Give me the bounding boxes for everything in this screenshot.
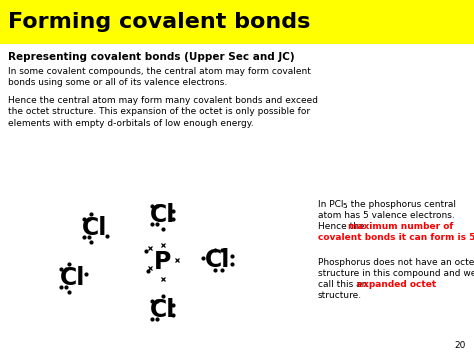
Text: covalent bonds it can form is 5.: covalent bonds it can form is 5. <box>318 233 474 242</box>
Text: Cl: Cl <box>82 216 108 240</box>
Text: Forming covalent bonds: Forming covalent bonds <box>8 12 310 32</box>
Text: call this an: call this an <box>318 280 370 289</box>
Text: maximum number of: maximum number of <box>348 222 453 231</box>
Text: Phosphorus does not have an octet: Phosphorus does not have an octet <box>318 258 474 267</box>
Text: expanded octet: expanded octet <box>357 280 436 289</box>
Text: 20: 20 <box>455 341 466 350</box>
Text: Cl: Cl <box>150 203 176 227</box>
Text: structure.: structure. <box>318 291 362 300</box>
Text: , the phosphorus central: , the phosphorus central <box>345 200 456 209</box>
Text: Representing covalent bonds (Upper Sec and JC): Representing covalent bonds (Upper Sec a… <box>8 52 295 62</box>
Text: P: P <box>155 250 172 274</box>
Text: Cl: Cl <box>205 248 231 272</box>
Text: atom has 5 valence electrons.: atom has 5 valence electrons. <box>318 211 455 220</box>
Text: 5: 5 <box>342 203 346 209</box>
Text: Cl: Cl <box>150 298 176 322</box>
FancyBboxPatch shape <box>0 0 474 44</box>
Text: Hence the central atom may form many covalent bonds and exceed
the octet structu: Hence the central atom may form many cov… <box>8 96 318 128</box>
Text: structure in this compound and we: structure in this compound and we <box>318 269 474 278</box>
Text: Cl: Cl <box>60 266 86 290</box>
Text: In some covalent compounds, the central atom may form covalent
bonds using some : In some covalent compounds, the central … <box>8 67 311 87</box>
Text: Hence the: Hence the <box>318 222 367 231</box>
Text: In PCl: In PCl <box>318 200 344 209</box>
